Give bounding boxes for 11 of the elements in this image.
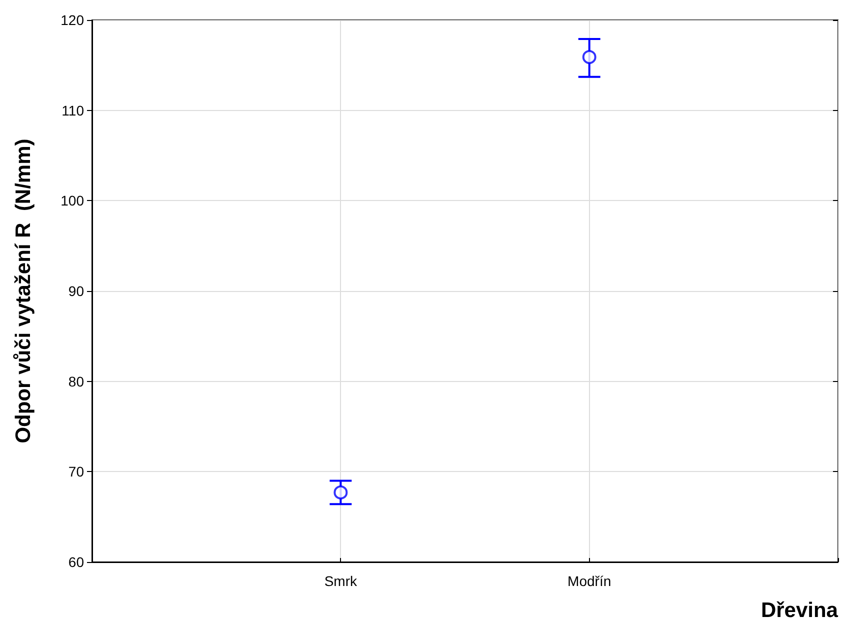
x-tick-label: Smrk	[324, 573, 358, 589]
y-tick-label: 100	[60, 192, 84, 209]
y-axis-title: Odpor vůči vytažení R (N/mm)	[12, 138, 35, 444]
y-tick-label: 110	[62, 102, 84, 118]
y-tick-label: 60	[68, 554, 84, 570]
y-tick-label: 80	[68, 373, 84, 390]
y-tick-label: 120	[60, 12, 84, 28]
y-tick-label: 70	[68, 464, 84, 480]
x-axis-title: Dřevina	[760, 599, 838, 622]
x-tick-label: Modřín	[568, 573, 612, 589]
y-tick-label: 90	[68, 283, 84, 299]
